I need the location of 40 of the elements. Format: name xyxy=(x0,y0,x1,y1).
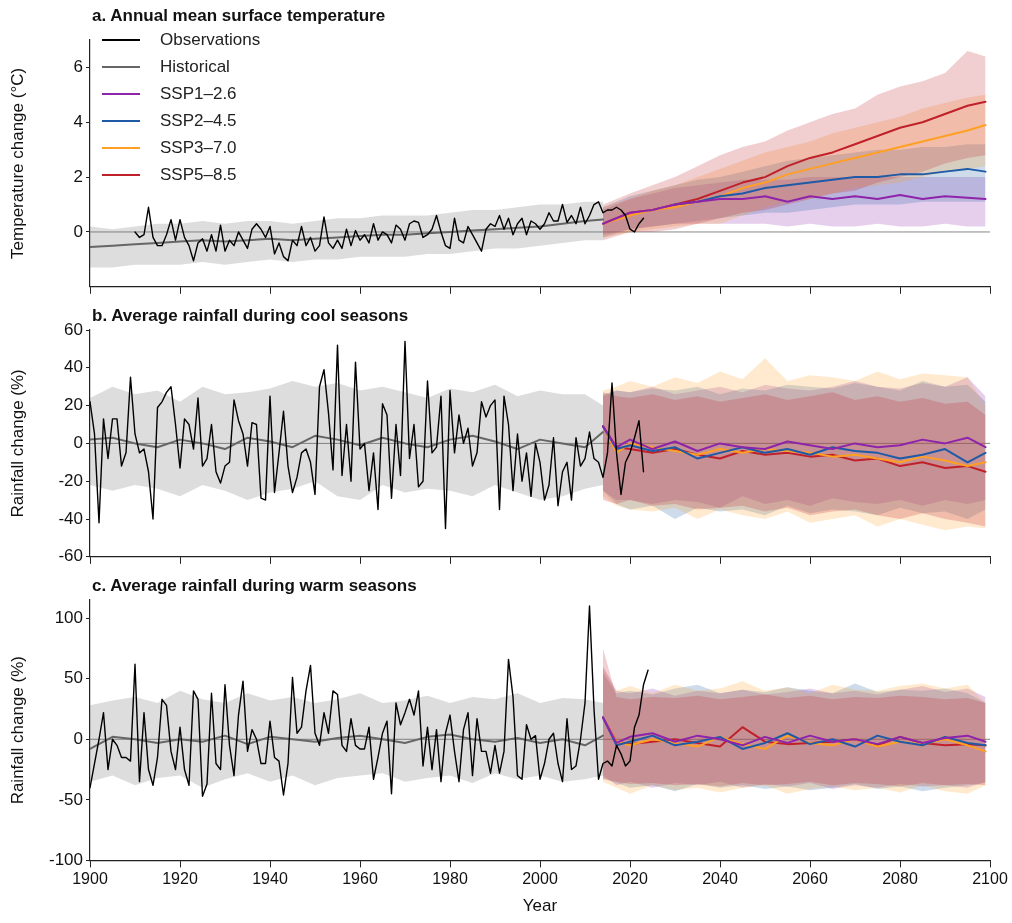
y-tick-label: -50 xyxy=(58,789,83,809)
legend-label: SSP1–2.6 xyxy=(160,83,237,104)
legend-label: SSP3–7.0 xyxy=(160,137,237,158)
y-tick-label: 0 xyxy=(73,221,83,241)
x-tick-label: 1920 xyxy=(162,870,198,888)
x-tick-label: 2100 xyxy=(972,870,1008,888)
chart-title: b. Average rainfall during cool seasons xyxy=(92,306,409,326)
x-tick-label: 2000 xyxy=(522,870,558,888)
y-axis-title: Rainfall change (%) xyxy=(7,369,27,518)
y-tick-label: 0 xyxy=(73,728,83,748)
legend-label: Historical xyxy=(160,56,230,77)
x-tick-label: 2080 xyxy=(882,870,918,888)
x-tick-label: 1900 xyxy=(72,870,108,888)
y-tick-label: 6 xyxy=(73,57,83,77)
y-tick-label: 0 xyxy=(73,433,83,453)
y-tick-label: 40 xyxy=(64,357,83,377)
y-tick-label: 50 xyxy=(64,668,83,688)
legend-label: Observations xyxy=(160,29,261,50)
chart-title: a. Annual mean surface temperature xyxy=(92,6,386,26)
x-tick-label: 2060 xyxy=(792,870,828,888)
x-tick-label: 1940 xyxy=(252,870,288,888)
y-tick-label: 2 xyxy=(73,166,83,186)
x-tick-label: 2020 xyxy=(612,870,648,888)
y-tick-label: -100 xyxy=(48,850,83,870)
y-tick-label: -60 xyxy=(58,546,83,566)
y-tick-label: 20 xyxy=(64,395,83,415)
y-tick-label: -20 xyxy=(58,470,83,490)
y-tick-label: 100 xyxy=(54,607,83,627)
y-axis-title: Temperature change (°C) xyxy=(7,67,27,259)
x-tick-label: 2040 xyxy=(702,870,738,888)
y-tick-label: 4 xyxy=(73,111,83,131)
chart-title: c. Average rainfall during warm seasons xyxy=(92,576,417,596)
y-tick-label: -40 xyxy=(58,508,83,528)
legend-label: SSP5–8.5 xyxy=(160,164,237,185)
y-tick-label: 60 xyxy=(64,319,83,339)
x-tick-label: 1960 xyxy=(342,870,378,888)
legend-label: SSP2–4.5 xyxy=(160,110,237,131)
y-axis-title: Rainfall change (%) xyxy=(7,656,27,805)
x-axis-title: Year xyxy=(522,896,558,916)
x-tick-label: 1980 xyxy=(432,870,468,888)
